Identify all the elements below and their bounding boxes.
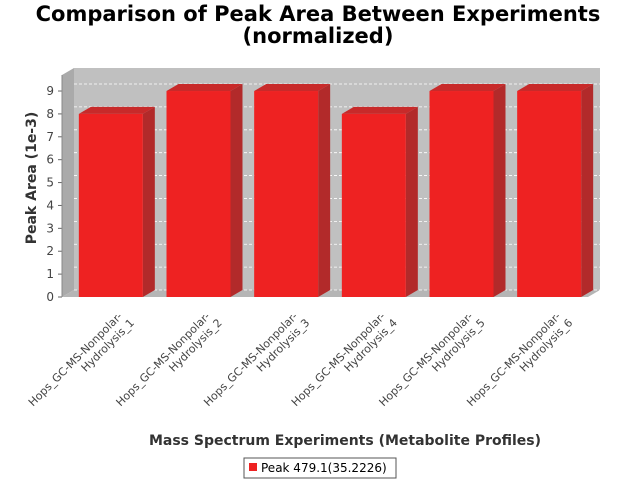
legend-box: [243, 457, 397, 479]
chart-title-line-2: (normalized): [243, 24, 394, 48]
chart-title-line-1: Comparison of Peak Area Between Experime…: [36, 2, 601, 26]
bar-top-face: [341, 106, 418, 114]
bar: [429, 91, 494, 297]
bar-top-face: [517, 84, 594, 92]
legend-swatch: [249, 463, 257, 471]
y-tick-label: 6: [46, 153, 54, 167]
bar-side-face: [318, 84, 331, 297]
plot-area: 0123456789Hops_GC-MS-Nonpolar-Hydrolysis…: [26, 68, 600, 409]
bar-side-face: [142, 106, 155, 297]
bar-top-face: [429, 84, 506, 92]
plot-back-wall: [74, 68, 600, 290]
bar: [78, 113, 143, 297]
bar-side-face: [493, 84, 506, 297]
bar-top-face: [166, 84, 243, 92]
y-tick-label: 2: [46, 244, 54, 258]
bar: [517, 91, 582, 297]
legend: Peak 479.1(35.2226): [243, 457, 397, 479]
legend-label: Peak 479.1(35.2226): [261, 461, 387, 475]
y-tick-label: 5: [46, 176, 54, 190]
bar: [254, 91, 319, 297]
y-tick-label: 1: [46, 267, 54, 281]
bar: [166, 91, 231, 297]
bar-top-face: [254, 84, 331, 92]
bar: [341, 113, 406, 297]
y-tick-label: 4: [46, 198, 54, 212]
bar-side-face: [230, 84, 243, 297]
plot-left-wall: [62, 68, 74, 297]
y-tick-label: 7: [46, 130, 54, 144]
y-tick-label: 8: [46, 107, 54, 121]
x-tick-label-line: Hops_GC-MS-Nonpolar-: [26, 310, 125, 409]
y-tick-label: 3: [46, 221, 54, 235]
y-tick-label: 0: [46, 290, 54, 304]
x-axis-label: Mass Spectrum Experiments (Metabolite Pr…: [149, 433, 541, 449]
bar-side-face: [405, 106, 418, 297]
bar-side-face: [581, 84, 594, 297]
y-tick-label: 9: [46, 84, 54, 98]
y-axis-label: Peak Area (1e-3): [24, 112, 40, 245]
bar-top-face: [78, 106, 155, 114]
